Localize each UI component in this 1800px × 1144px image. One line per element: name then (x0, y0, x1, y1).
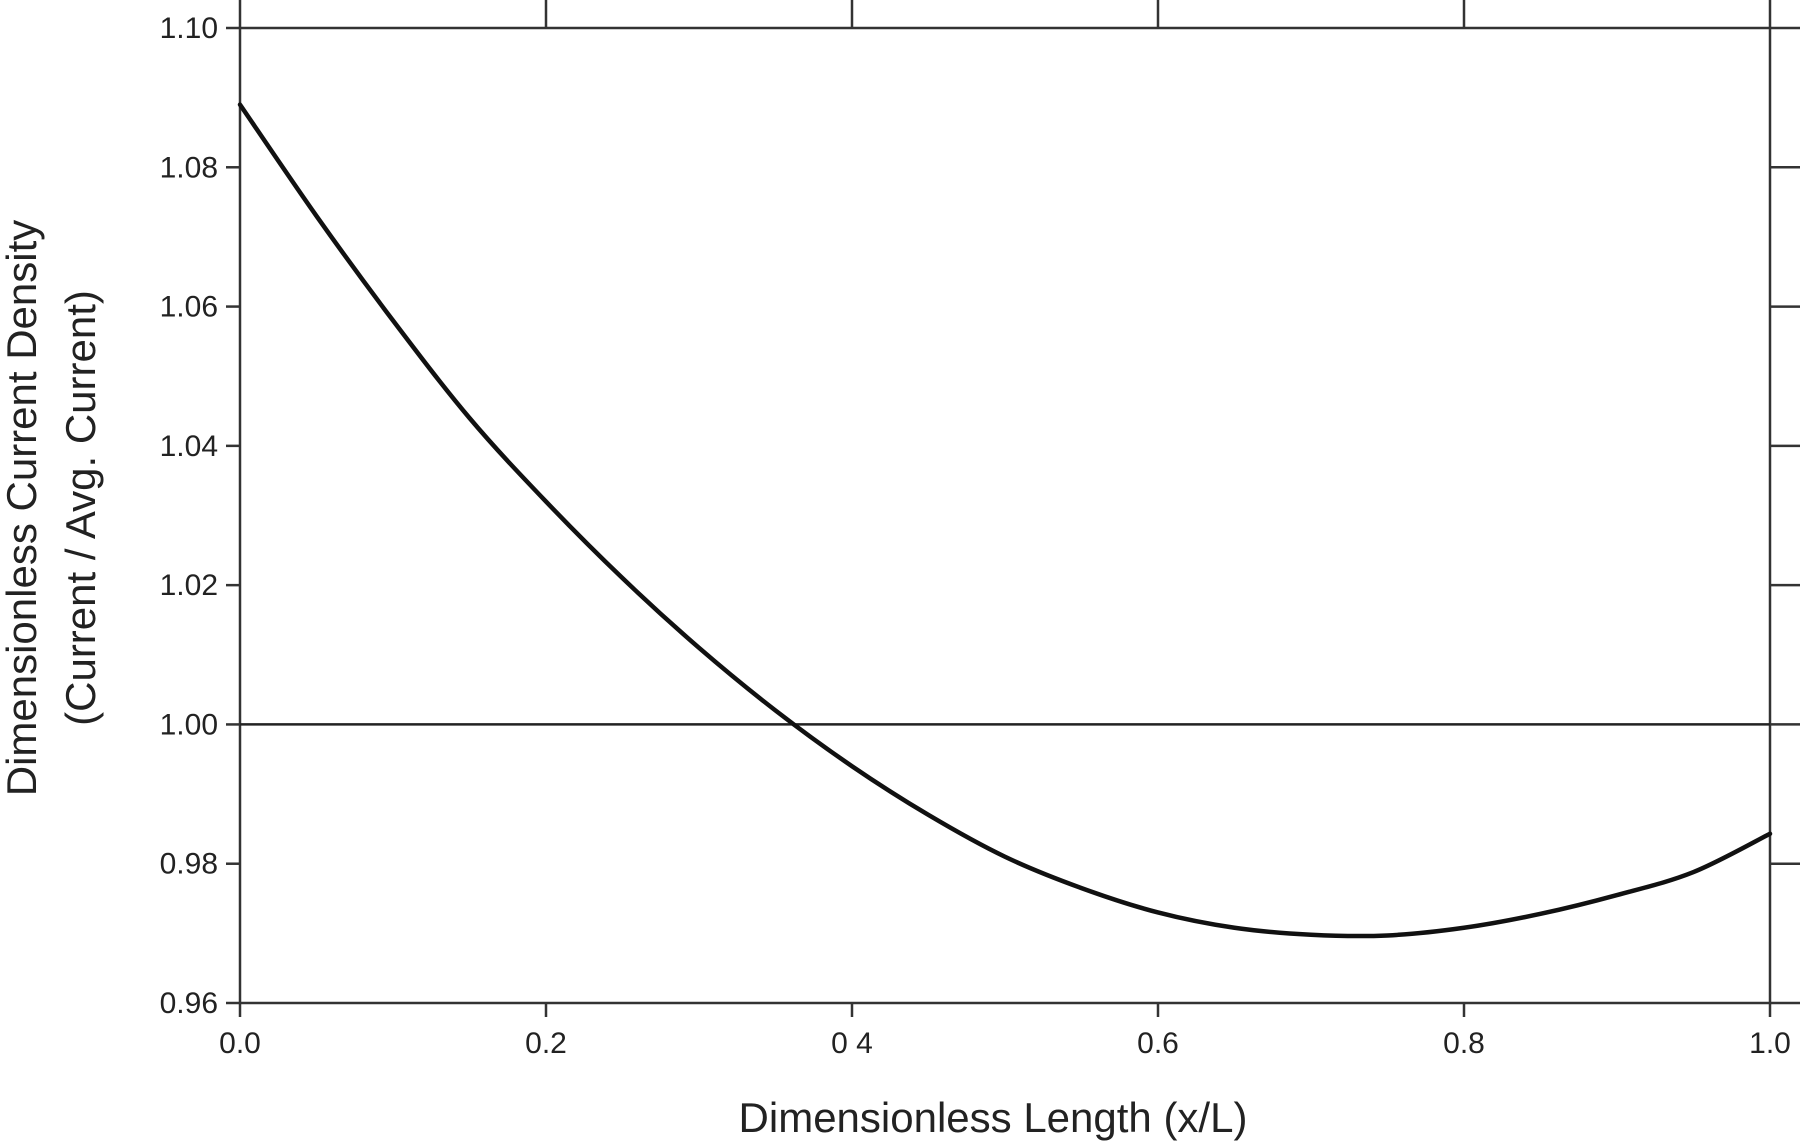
series-line (237, 102, 1773, 939)
plot-frame (238, 26, 1772, 1005)
y-tick-label: 1.10 (160, 12, 218, 45)
x-tick-label: 0.6 (1137, 1027, 1179, 1060)
y-axis-title-line-2: (Current / Avg. Current) (57, 290, 104, 726)
y-tick-label: 1.08 (160, 151, 218, 184)
y-tick-label: 1.02 (160, 569, 218, 602)
tick-labels: 0.0 0.2 0 4 0.6 0.8 1.0 0.96 0.98 1.00 1.02 1.04 1.… (160, 12, 1791, 1060)
x-tick-label: 1.0 (1749, 1027, 1791, 1060)
y-axis-title-line-1: Dimensionless Current Density (0, 220, 45, 797)
x-tick-label: 0.2 (525, 1027, 567, 1060)
y-tick-label: 0.96 (160, 987, 218, 1020)
series (237, 102, 1773, 939)
y-tick-label: 0.98 (160, 848, 218, 881)
ticks (226, 0, 1800, 1017)
x-axis-title: Dimensionless Length (x/L) (739, 1094, 1248, 1141)
x-tick-label: 0 4 (831, 1027, 873, 1060)
y-tick-label: 1.00 (160, 708, 218, 741)
y-tick-label: 1.04 (160, 430, 218, 463)
x-tick-label: 0.8 (1443, 1027, 1485, 1060)
axes (238, 26, 1772, 1005)
x-tick-label: 0.0 (219, 1027, 261, 1060)
y-tick-label: 1.06 (160, 291, 218, 324)
